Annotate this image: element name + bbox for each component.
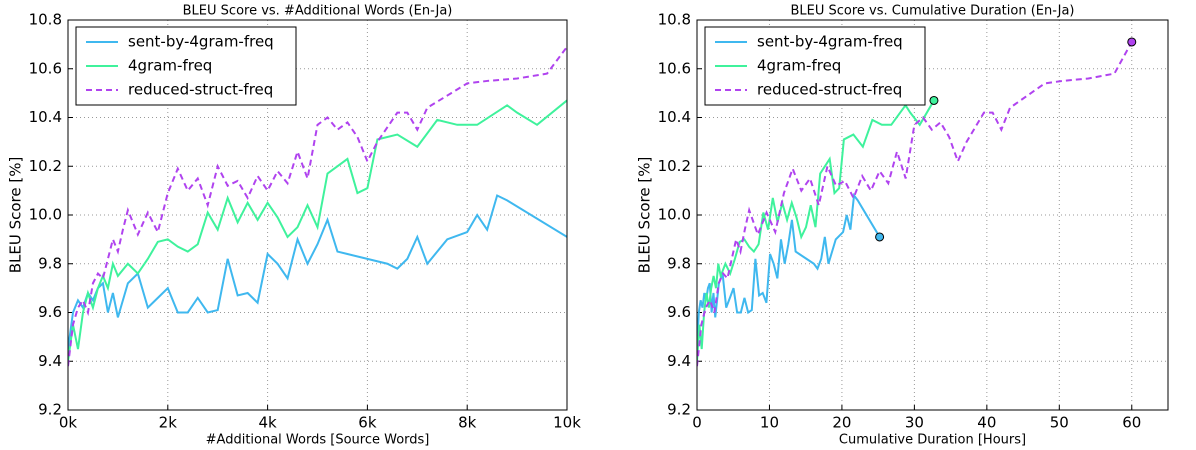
legend-label: 4gram-freq bbox=[757, 57, 841, 75]
series-line bbox=[68, 99, 567, 362]
y-tick-label: 10.2 bbox=[658, 157, 691, 175]
x-tick-label: 0 bbox=[692, 414, 702, 432]
y-tick-label: 9.4 bbox=[667, 352, 691, 370]
y-tick-label: 9.4 bbox=[38, 352, 62, 370]
end-marker bbox=[875, 232, 885, 242]
x-axis-label: #Additional Words [Source Words] bbox=[206, 433, 430, 448]
y-tick-label: 10.8 bbox=[29, 11, 62, 29]
x-tick-label: 10 bbox=[760, 414, 779, 432]
legend-label: reduced-struct-freq bbox=[128, 81, 273, 99]
x-tick-label: 6k bbox=[358, 414, 377, 432]
y-tick-label: 10.4 bbox=[29, 108, 62, 126]
series-line bbox=[68, 46, 567, 367]
y-tick-label: 9.2 bbox=[667, 401, 691, 419]
chart-title: BLEU Score vs. #Additional Words (En-Ja) bbox=[183, 4, 453, 19]
x-tick-label: 40 bbox=[977, 414, 996, 432]
x-axis-label: Cumulative Duration [Hours] bbox=[839, 433, 1026, 448]
y-tick-label: 10.6 bbox=[658, 59, 691, 77]
y-tick-label: 10.2 bbox=[29, 157, 62, 175]
y-tick-label: 9.6 bbox=[38, 303, 62, 321]
legend-label: reduced-struct-freq bbox=[757, 81, 902, 99]
legend-label: 4gram-freq bbox=[128, 57, 212, 75]
plot-frame bbox=[67, 19, 568, 411]
series-line bbox=[697, 99, 935, 362]
chart-title: BLEU Score vs. Cumulative Duration (En-J… bbox=[790, 4, 1074, 19]
y-tick-label: 9.8 bbox=[38, 254, 62, 272]
y-tick-label: 10.8 bbox=[658, 11, 691, 29]
y-tick-label: 9.2 bbox=[38, 401, 62, 419]
y-tick-label: 9.8 bbox=[667, 254, 691, 272]
x-tick-label: 20 bbox=[832, 414, 851, 432]
x-tick-label: 4k bbox=[258, 414, 277, 432]
series-line bbox=[68, 194, 567, 350]
y-tick-label: 10.4 bbox=[658, 108, 691, 126]
legend-label: sent-by-4gram-freq bbox=[757, 33, 903, 51]
x-tick-label: 8k bbox=[458, 414, 477, 432]
end-marker bbox=[929, 95, 939, 105]
y-axis-label: BLEU Score [%] bbox=[7, 157, 25, 274]
y-tick-label: 10.6 bbox=[29, 59, 62, 77]
y-tick-label: 10.0 bbox=[29, 206, 62, 224]
x-tick-label: 30 bbox=[905, 414, 924, 432]
end-marker bbox=[1127, 37, 1137, 47]
series-line bbox=[697, 41, 1133, 367]
legend-label: sent-by-4gram-freq bbox=[128, 33, 274, 51]
x-tick-label: 60 bbox=[1122, 414, 1141, 432]
x-tick-label: 50 bbox=[1050, 414, 1069, 432]
x-tick-label: 0k bbox=[59, 414, 78, 432]
plot-frame bbox=[696, 19, 1169, 411]
x-tick-label: 10k bbox=[553, 414, 581, 432]
y-axis-label: BLEU Score [%] bbox=[636, 157, 654, 274]
y-tick-label: 10.0 bbox=[658, 206, 691, 224]
x-tick-label: 2k bbox=[159, 414, 178, 432]
y-tick-label: 9.6 bbox=[667, 303, 691, 321]
